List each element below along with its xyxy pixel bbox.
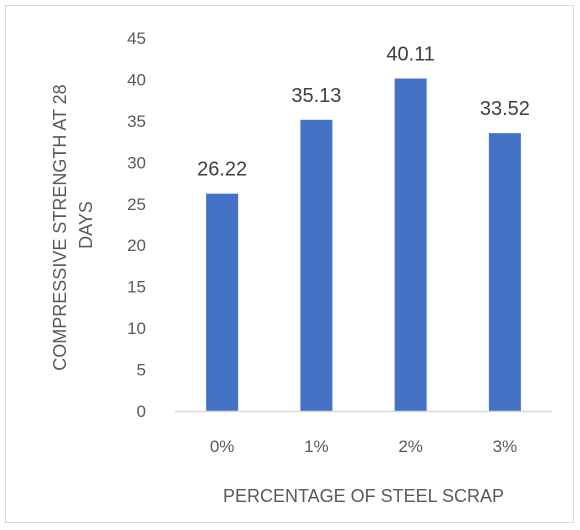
y-tick-label: 10 xyxy=(127,319,146,338)
bar xyxy=(394,78,427,412)
y-tick-label: 20 xyxy=(127,236,146,255)
y-axis-title: COMPRESSIVE STRENGTH AT 28 DAYS xyxy=(50,79,96,370)
y-tick-label: 30 xyxy=(127,153,146,172)
y-axis-title-line-1: COMPRESSIVE STRENGTH AT 28 xyxy=(50,84,70,370)
y-tick-label: 40 xyxy=(127,70,146,89)
bars xyxy=(206,78,521,412)
x-tick-label: 2% xyxy=(398,437,423,456)
x-axis-ticks: 0% 1% 2% 3% xyxy=(210,437,517,456)
data-labels: 26.22 35.13 40.11 33.52 xyxy=(197,44,530,181)
data-label: 33.52 xyxy=(480,98,530,120)
data-label: 40.11 xyxy=(386,44,435,66)
y-axis-ticks: 0 5 10 15 20 25 30 35 40 45 xyxy=(127,29,146,421)
bar xyxy=(488,133,521,412)
y-tick-label: 35 xyxy=(127,112,146,131)
y-tick-label: 45 xyxy=(127,29,146,48)
x-tick-label: 0% xyxy=(210,437,235,456)
x-axis-title: PERCENTAGE OF STEEL SCRAP xyxy=(223,486,504,506)
bar xyxy=(206,193,239,411)
chart-frame xyxy=(5,5,574,523)
data-label: 35.13 xyxy=(291,85,341,107)
y-tick-label: 15 xyxy=(127,278,146,297)
y-tick-label: 0 xyxy=(137,402,146,421)
bar xyxy=(300,119,333,411)
y-tick-label: 25 xyxy=(127,195,146,214)
x-tick-label: 3% xyxy=(493,437,518,456)
x-tick-label: 1% xyxy=(304,437,329,456)
y-axis-title-line-2: DAYS xyxy=(76,201,96,249)
y-tick-label: 5 xyxy=(137,361,146,380)
data-label: 26.22 xyxy=(197,159,247,181)
